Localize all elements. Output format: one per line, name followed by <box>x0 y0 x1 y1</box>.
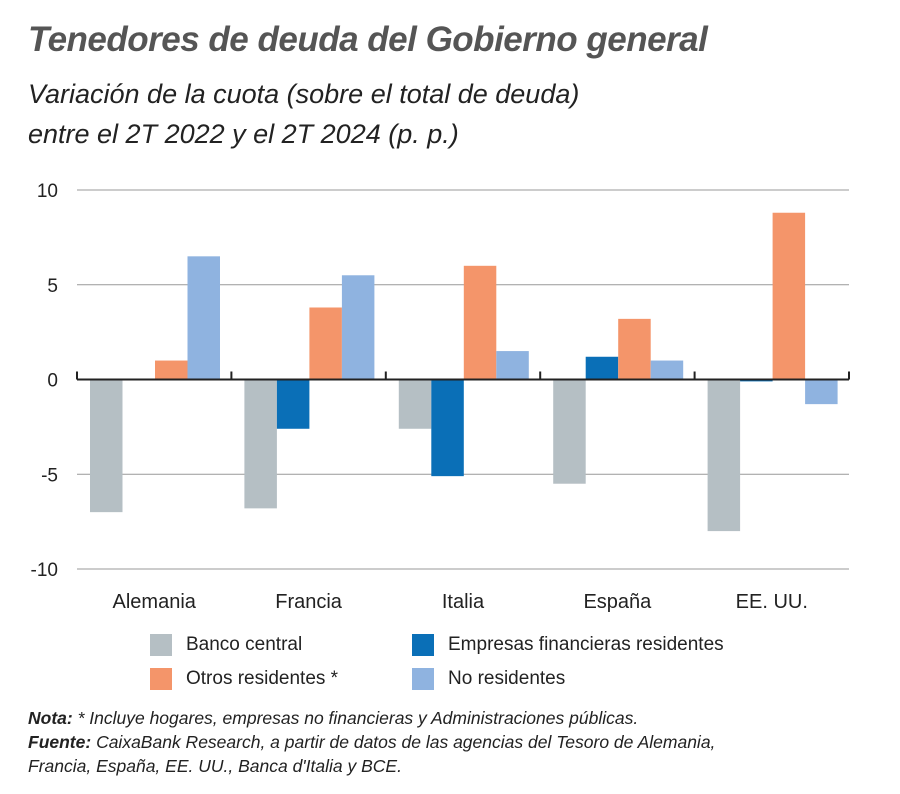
legend-item-no-residentes: No residentes <box>412 668 742 690</box>
chart-subtitle: Variación de la cuota (sobre el total de… <box>28 74 579 154</box>
bar-chart: 10 5 0 -5 -10 Alemania Francia Italia España EE. … <box>31 181 850 613</box>
legend-swatch <box>150 634 172 656</box>
subtitle-line-2: entre el 2T 2022 y el 2T 2024 (p. p.) <box>28 119 459 149</box>
x-tick-label: España <box>583 591 652 613</box>
x-tick-label: Francia <box>275 591 343 613</box>
legend-label: Otros residentes * <box>186 668 339 689</box>
chart-title: Tenedores de deuda del Gobierno general <box>28 20 708 59</box>
bar <box>805 379 838 405</box>
y-tick-label: 0 <box>47 371 58 392</box>
y-tick-label: 10 <box>37 181 58 202</box>
legend-swatch <box>412 634 434 656</box>
fuente-text-2: Francia, España, EE. UU., Banca d'Italia… <box>28 756 402 776</box>
x-tick-label: EE. UU. <box>736 591 808 613</box>
legend-label: Banco central <box>186 634 303 655</box>
legend-item-banco-central: Banco central <box>150 634 412 656</box>
bar <box>398 379 432 429</box>
fuente-label: Fuente: <box>28 732 92 752</box>
bar <box>155 360 188 380</box>
bar <box>707 379 741 532</box>
legend-swatch <box>150 668 172 690</box>
bar <box>244 379 277 509</box>
bar <box>496 351 529 380</box>
x-tick-label: Italia <box>442 591 485 613</box>
bar <box>463 265 497 380</box>
legend-item-otros: Otros residentes * <box>150 668 412 690</box>
bar <box>276 379 310 429</box>
legend-swatch <box>412 668 434 690</box>
legend-item-empresas: Empresas financieras residentes <box>412 634 742 656</box>
nota-text: * Incluye hogares, empresas no financier… <box>72 708 639 728</box>
bar <box>309 307 342 380</box>
bar <box>618 318 651 380</box>
subtitle-line-1: Variación de la cuota (sobre el total de… <box>28 79 580 109</box>
y-tick-label: -5 <box>41 465 58 486</box>
bar <box>431 379 464 477</box>
legend-label: Empresas financieras residentes <box>448 634 724 655</box>
x-tick-label: Alemania <box>113 591 197 613</box>
legend: Banco central Empresas financieras resid… <box>150 634 742 690</box>
fuente-text: CaixaBank Research, a partir de datos de… <box>91 732 716 752</box>
notes: Nota: * Incluye hogares, empresas no fin… <box>28 706 715 778</box>
bar <box>585 356 619 380</box>
bar <box>553 379 586 484</box>
y-tick-label: 5 <box>47 276 58 297</box>
bar <box>90 379 123 513</box>
legend-label: No residentes <box>448 668 566 689</box>
bar <box>650 360 684 380</box>
nota-label: Nota: <box>28 708 73 728</box>
bar <box>341 275 375 380</box>
bar <box>772 212 806 380</box>
y-tick-label: -10 <box>31 560 58 581</box>
bar <box>187 256 220 380</box>
